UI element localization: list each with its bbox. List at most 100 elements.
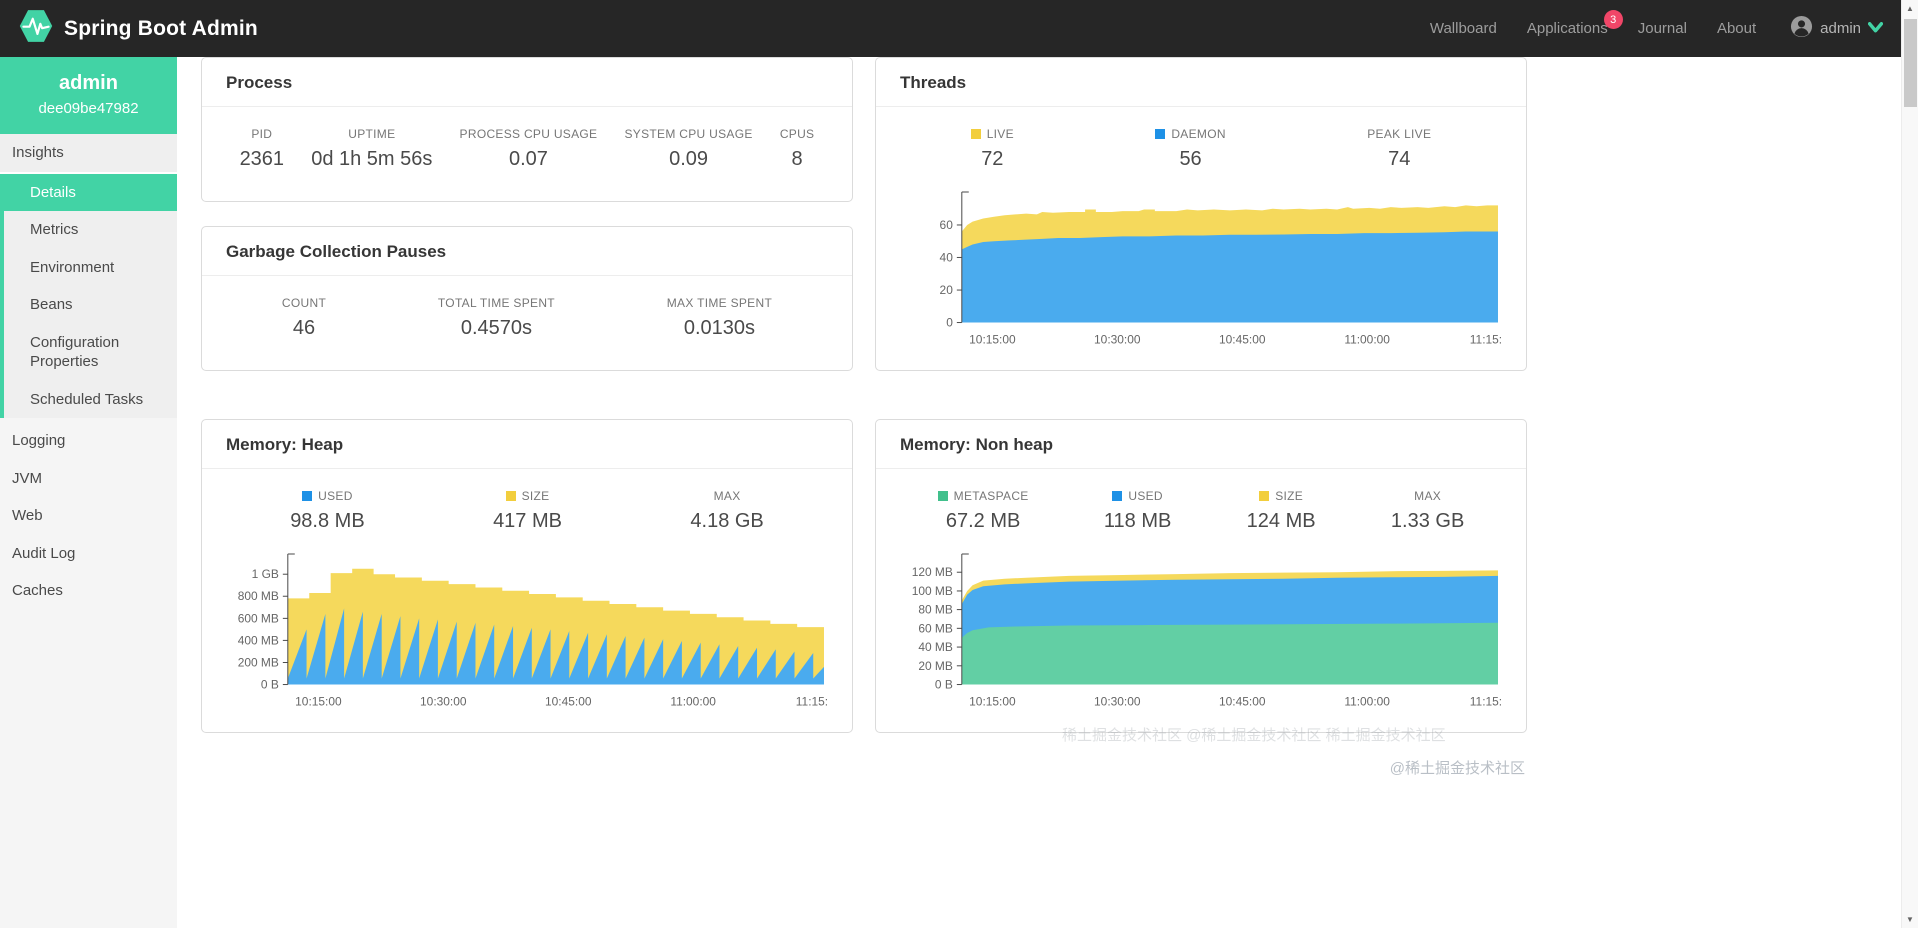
right-column: Threads LIVE 72 DAEMON 56 PEAK LIVE 74 [875,57,1527,778]
nav-item-applications[interactable]: Applications 3 [1526,10,1623,37]
threads-stats: LIVE 72 DAEMON 56 PEAK LIVE 74 [900,127,1502,171]
sidebar-item-configuration-properties[interactable]: Configuration Properties [30,333,120,371]
scroll-up-icon[interactable]: ▲ [1906,4,1914,13]
sidebar-item-scheduled-tasks[interactable]: Scheduled Tasks [30,390,144,408]
svg-text:60 MB: 60 MB [918,621,953,635]
nav-item-wallboard[interactable]: Wallboard [1429,20,1497,37]
legend-color-swatch [1112,491,1123,501]
svg-text:10:15:00: 10:15:00 [969,332,1016,346]
sidebar-item-logging[interactable]: Logging [12,432,66,449]
nav-item-about[interactable]: About [1716,20,1757,37]
sidebar-item-jvm[interactable]: JVM [12,469,42,487]
svg-text:10:45:00: 10:45:00 [545,694,592,708]
svg-text:40: 40 [940,250,954,264]
svg-text:40 MB: 40 MB [918,640,953,654]
svg-text:20 MB: 20 MB [918,659,953,673]
instance-block: admin dee09be47982 [0,57,177,134]
svg-text:800 MB: 800 MB [238,589,279,603]
app-title: Spring Boot Admin [64,16,258,40]
stat-threads-peak-live: PEAK LIVE 74 [1367,127,1432,170]
stat-threads-live: LIVE 72 [970,127,1014,171]
svg-text:400 MB: 400 MB [238,633,279,647]
vertical-scrollbar[interactable]: ▲ ▼ [1901,0,1918,928]
legend-color-swatch [937,491,948,501]
instance-name: admin [59,72,118,94]
stat-pid: PID 2361 [239,127,285,170]
legend-color-swatch [1259,491,1270,501]
sidebar-item-caches[interactable]: Caches [12,582,63,599]
stat-uptime: UPTIME 0d 1h 5m 56s [311,127,433,170]
nav-links: Wallboard Applications 3 Journal About a… [1429,10,1884,43]
gc-stats: COUNT 46 TOTAL TIME SPENT 0.4570s MAX TI… [226,296,828,340]
svg-text:10:15:00: 10:15:00 [295,694,342,708]
nonheap-stats: METASPACE 67.2 MB USED 118 MB SIZE 124 M… [900,489,1502,533]
scrollbar-thumb[interactable] [1904,19,1917,107]
app-logo-icon [18,8,54,49]
legend-color-swatch [1155,129,1166,139]
sidebar-item-audit-log[interactable]: Audit Log [12,544,76,562]
stat-gc-max-time: MAX TIME SPENT 0.0130s [666,296,773,339]
stat-gc-count: COUNT 46 [281,296,327,339]
sidebar-item-beans[interactable]: Beans [30,296,73,313]
svg-text:10:45:00: 10:45:00 [1219,694,1266,708]
process-stats: PID 2361 UPTIME 0d 1h 5m 56s PROCESS CPU… [226,127,828,171]
top-navbar: Spring Boot Admin Wallboard Applications… [0,0,1901,57]
svg-text:600 MB: 600 MB [238,611,279,625]
svg-text:60: 60 [940,218,954,232]
nav-item-journal[interactable]: Journal [1637,20,1687,37]
brand[interactable]: Spring Boot Admin [18,8,258,49]
svg-text:1 GB: 1 GB [252,567,279,581]
stat-heap-size: SIZE 417 MB [493,489,562,532]
stat-gc-total-time: TOTAL TIME SPENT 0.4570s [437,296,555,339]
stat-nonheap-max: MAX 1.33 GB [1390,489,1465,532]
svg-text:120 MB: 120 MB [912,565,953,579]
sidebar-item-web[interactable]: Web [12,507,43,524]
memory-heap-panel: Memory: Heap USED 98.8 MB SIZE 417 MB MA… [201,419,853,733]
threads-panel-title: Threads [900,73,967,92]
svg-text:11:00:00: 11:00:00 [1344,332,1390,346]
memory-nonheap-panel-title: Memory: Non heap [900,435,1054,454]
process-panel-title: Process [226,73,293,92]
main-content: Process PID 2361 UPTIME 0d 1h 5m 56s PRO… [177,0,1918,778]
memory-nonheap-panel: Memory: Non heap METASPACE 67.2 MB USED … [875,419,1527,733]
sidebar-item-metrics[interactable]: Metrics [30,221,79,238]
svg-text:10:45:00: 10:45:00 [1219,332,1266,346]
stat-threads-daemon: DAEMON 56 [1155,127,1226,171]
stat-nonheap-used: USED 118 MB [1103,489,1172,532]
nav-item-applications-label: Applications [1526,20,1608,37]
process-panel: Process PID 2361 UPTIME 0d 1h 5m 56s PRO… [201,57,853,202]
svg-text:10:15:00: 10:15:00 [969,694,1016,708]
svg-text:11:15:00: 11:15:00 [1470,694,1502,708]
stat-system-cpu-usage: SYSTEM CPU USAGE 0.09 [624,127,753,170]
svg-text:200 MB: 200 MB [238,656,279,670]
svg-text:11:00:00: 11:00:00 [670,694,716,708]
svg-text:10:30:00: 10:30:00 [420,694,467,708]
stat-nonheap-size: SIZE 124 MB [1246,489,1316,532]
sidebar-toplevel-items: Logging JVM Web Audit Log Caches [0,422,177,610]
svg-text:0 B: 0 B [935,678,953,692]
svg-text:11:15:00: 11:15:00 [1470,332,1502,346]
left-column: Process PID 2361 UPTIME 0d 1h 5m 56s PRO… [201,57,853,778]
stat-process-cpu-usage: PROCESS CPU USAGE 0.07 [459,127,598,170]
insights-submenu: Details Metrics Environment Beans Config… [0,173,177,418]
stat-nonheap-metaspace: METASPACE 67.2 MB [937,489,1029,533]
memory-heap-panel-title: Memory: Heap [226,435,344,454]
svg-text:80 MB: 80 MB [918,603,953,617]
threads-chart: 0 20 40 60 10:15:00 10:30:00 10:45:00 11:00:00 1… [900,187,1502,347]
sidebar-item-environment[interactable]: Environment [30,258,115,276]
svg-text:10:30:00: 10:30:00 [1094,694,1141,708]
sidebar: admin dee09be47982 Insights Details Metr… [0,57,177,928]
gc-panel-title: Garbage Collection Pauses [226,242,447,261]
scroll-down-icon[interactable]: ▼ [1906,915,1914,924]
sidebar-item-details[interactable]: Details [4,173,177,211]
stat-heap-used: USED 98.8 MB [290,489,365,532]
legend-color-swatch [302,491,313,501]
stat-heap-max: MAX 4.18 GB [690,489,764,532]
sidebar-item-insights[interactable]: Insights [0,134,177,174]
svg-text:0 B: 0 B [261,678,279,692]
svg-text:0: 0 [946,316,953,330]
user-menu[interactable]: admin [1790,15,1884,43]
watermark-text: @稀土掘金技术社区 [1389,760,1525,777]
applications-count-badge: 3 [1603,10,1623,29]
threads-panel: Threads LIVE 72 DAEMON 56 PEAK LIVE 74 [875,57,1527,371]
